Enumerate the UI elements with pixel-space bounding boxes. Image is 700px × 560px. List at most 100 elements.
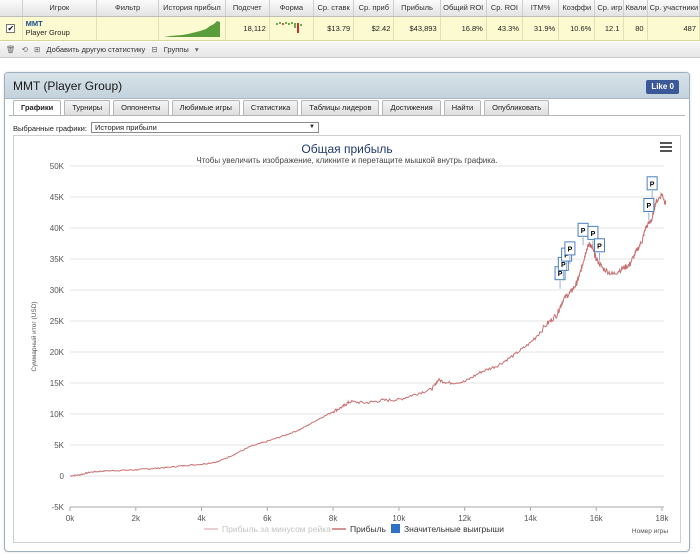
groups-icon[interactable]: ⊟ — [151, 45, 158, 54]
y-tick-label: 20K — [50, 348, 65, 357]
filter-cell[interactable] — [96, 16, 160, 41]
header-itm[interactable]: ITM% — [522, 0, 560, 17]
selected-charts-label: Выбранные графики: — [13, 124, 87, 133]
itm-cell: 31.9% — [522, 16, 560, 41]
significant-win-flag[interactable] — [643, 198, 655, 212]
header-avg-roi[interactable]: Ср. ROI — [486, 0, 524, 17]
legend-significant-swatch — [391, 524, 400, 533]
form-indicator — [276, 22, 303, 33]
player-group: Player Group — [25, 28, 70, 37]
x-tick-label: 6k — [263, 514, 272, 523]
x-tick-label: 0k — [66, 514, 75, 523]
chevron-down-icon[interactable]: ▾ — [194, 45, 199, 54]
y-tick-label: 10K — [50, 410, 65, 419]
add-stat-button[interactable]: Добавить другую статистику — [46, 45, 146, 54]
x-tick-label: 14k — [524, 514, 538, 523]
player-cell[interactable]: MMT Player Group — [22, 16, 97, 41]
header-avg-participants[interactable]: Ср. участники — [647, 0, 700, 17]
y-axis-title: Суммарный итог (USD) — [30, 301, 38, 371]
tab-statistics[interactable]: Статистика — [242, 100, 299, 115]
avg-stake-cell: $13.79 — [313, 16, 355, 41]
x-tick-label: 16k — [590, 514, 604, 523]
header-avg-profit[interactable]: Ср. приб — [353, 0, 395, 17]
legend-profit-label[interactable]: Прибыль — [350, 524, 387, 534]
legend-rake-label[interactable]: Прибыль за минусом рейка — [222, 524, 331, 534]
chart-select-value: История прибыли — [95, 123, 157, 132]
tab-publish[interactable]: Опубликовать — [484, 100, 550, 115]
x-tick-label: 10k — [392, 514, 406, 523]
flag-label: P — [564, 253, 569, 260]
header-form[interactable]: Форма — [269, 0, 315, 17]
x-tick-label: 12k — [458, 514, 472, 523]
header-coeff[interactable]: Коэффи — [558, 0, 596, 17]
header-profit-history[interactable]: История прибыл — [158, 0, 226, 17]
y-tick-label: 0 — [60, 472, 65, 481]
facebook-like-button[interactable]: Like 0 — [646, 80, 679, 94]
refresh-icon[interactable]: ⟲ — [21, 45, 28, 54]
header-count[interactable]: Подсчет — [225, 0, 270, 17]
y-tick-label: 35K — [50, 255, 65, 264]
y-tick-label: 30K — [50, 286, 65, 295]
header-avg-stake[interactable]: Ср. ставк — [313, 0, 355, 17]
tab-achievements[interactable]: Достижения — [382, 100, 441, 115]
profit-cell: $43,893 — [393, 16, 441, 41]
player-panel: MMT (Player Group) Like 0 Графики Турнир… — [4, 72, 690, 552]
flag-label: P — [568, 246, 573, 253]
header-avg-games[interactable]: Ср. игр — [594, 0, 624, 17]
menu-icon[interactable] — [660, 142, 672, 152]
header-filter[interactable]: Фильтр — [96, 0, 160, 17]
tab-find[interactable]: Найти — [443, 100, 482, 115]
chevron-down-icon: ▼ — [309, 124, 315, 130]
avg-participants-cell: 487 — [647, 16, 700, 41]
player-name[interactable]: MMT — [25, 19, 43, 28]
significant-win-flag[interactable] — [594, 238, 606, 253]
avg-profit-cell: $2.42 — [353, 16, 395, 41]
tab-favorite-games[interactable]: Любимые игры — [171, 100, 240, 115]
flag-label: P — [647, 203, 652, 210]
count-cell: 18,112 — [225, 16, 270, 41]
panel-title: MMT (Player Group) — [13, 79, 123, 93]
flag-label: P — [597, 243, 602, 250]
significant-win-flag[interactable] — [646, 176, 658, 191]
chart-title: Общая прибыль — [301, 142, 393, 156]
significant-win-flag[interactable] — [587, 225, 599, 240]
chart-container[interactable]: -5K 0 5K 10K 15K 20K 25K 30K 35K 40K 45K 50K 0k 2k 4k 6… — [13, 135, 681, 543]
add-icon[interactable]: ⊞ — [34, 45, 41, 54]
y-tick-label: 15K — [50, 379, 65, 388]
tab-charts[interactable]: Графики — [13, 100, 62, 115]
coeff-cell: 10.6% — [558, 16, 596, 41]
legend-significant-label[interactable]: Значительные выигрыши — [404, 524, 504, 534]
tab-tournaments[interactable]: Турниры — [64, 100, 111, 115]
panel-header: MMT (Player Group) Like 0 — [5, 73, 689, 99]
profit-chart[interactable]: -5K 0 5K 10K 15K 20K 25K 30K 35K 40K 45K 50K 0k 2k 4k 6… — [14, 136, 680, 542]
x-tick-label: 4k — [197, 514, 206, 523]
header-profit[interactable]: Прибыль — [393, 0, 441, 17]
tab-opponents[interactable]: Оппоненты — [113, 100, 169, 115]
row-checkbox[interactable]: ✔ — [6, 23, 16, 33]
x-axis-title: Номер игры — [632, 528, 668, 535]
table-row[interactable]: ✔ MMT Player Group 18,112 — [0, 16, 700, 41]
y-tick-label: 40K — [50, 224, 65, 233]
profit-history-cell — [158, 16, 226, 41]
header-player[interactable]: Игрок — [22, 0, 97, 17]
header-total-roi[interactable]: Общий ROI — [440, 0, 487, 17]
row-checkbox-cell[interactable]: ✔ — [0, 16, 23, 41]
avg-games-cell: 12.1 — [594, 16, 624, 41]
significant-win-flag[interactable] — [564, 241, 576, 256]
tab-leaderboards[interactable]: Таблицы лидеров — [301, 100, 380, 115]
y-tick-label: 50K — [50, 162, 65, 171]
y-tick-label: 25K — [50, 317, 65, 326]
tabs-divider — [9, 115, 685, 116]
groups-button[interactable]: Группы — [163, 45, 189, 54]
total-roi-cell: 16.8% — [440, 16, 487, 41]
header-select[interactable] — [0, 0, 23, 17]
profit-sparkline — [163, 21, 220, 37]
delete-icon[interactable]: 🗑 — [6, 45, 16, 54]
y-tick-label: -5K — [52, 503, 65, 512]
tab-bar: Графики Турниры Оппоненты Любимые игры С… — [13, 100, 552, 115]
header-quali[interactable]: Квали — [623, 0, 648, 17]
chart-select[interactable]: История прибыли ▼ — [91, 122, 319, 133]
stats-table: Игрок Фильтр История прибыл Подсчет Форм… — [0, 0, 700, 41]
flag-label: P — [650, 181, 655, 188]
x-tick-label: 18k — [656, 514, 670, 523]
